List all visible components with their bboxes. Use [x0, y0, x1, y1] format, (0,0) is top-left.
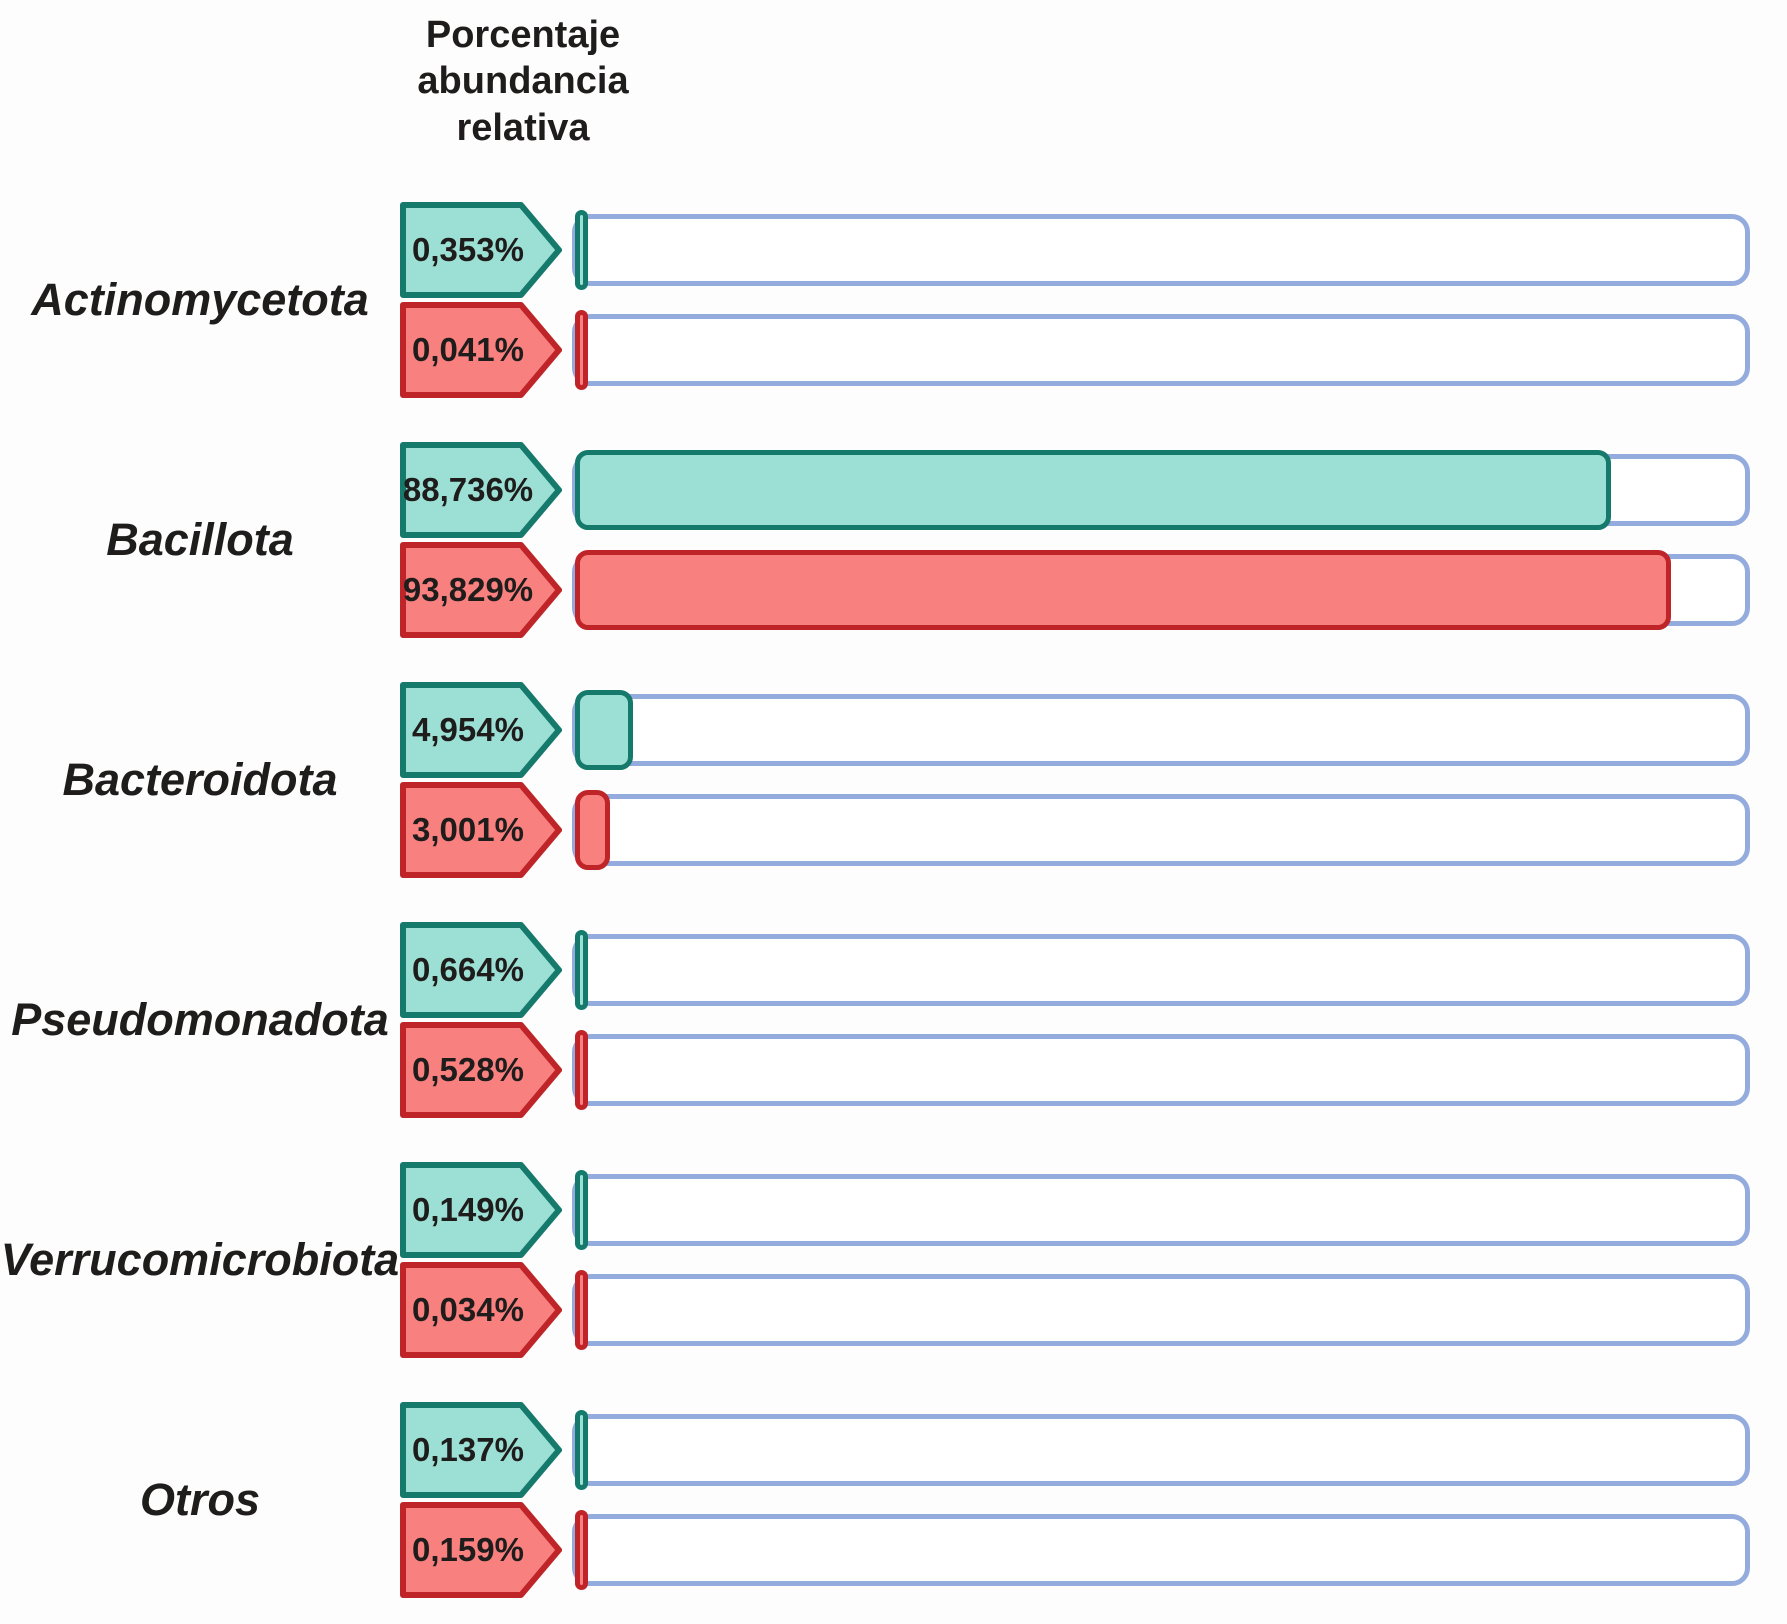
- bar-groups: Actinomycetota 0,353% 0,041%: [0, 202, 1750, 1598]
- value-tag-teal: 4,954%: [400, 682, 562, 778]
- value-tag-teal: 0,664%: [400, 922, 562, 1018]
- value-label: 0,353%: [412, 231, 524, 268]
- group-label-bacillota: Bacillota: [106, 514, 294, 565]
- value-label: 0,137%: [412, 1431, 524, 1468]
- bar-fill: [575, 450, 1612, 530]
- arrow-tag-icon: [400, 1502, 562, 1598]
- value-label: 0,528%: [412, 1051, 524, 1088]
- value-tag-red: 0,034%: [400, 1262, 562, 1358]
- bar-track: [572, 1510, 1750, 1590]
- bar-row-teal: 88,736%: [400, 442, 1750, 538]
- bar-row-red: 0,034%: [400, 1262, 1750, 1358]
- value-label: 88,736%: [402, 471, 534, 508]
- bar-track: [572, 790, 1750, 870]
- bar-track: [572, 550, 1750, 630]
- arrow-tag-icon: [400, 1022, 562, 1118]
- bar-track: [572, 450, 1750, 530]
- arrow-tag-icon: [400, 542, 562, 638]
- group-label-pseudomonadota: Pseudomonadota: [11, 994, 389, 1045]
- bar-fill: [575, 1270, 588, 1350]
- value-tag-teal: 0,137%: [400, 1402, 562, 1498]
- value-label: 4,954%: [412, 711, 524, 748]
- bar-row-teal: 0,137%: [400, 1402, 1750, 1498]
- chart-title: Porcentaje abundancia relativa: [417, 14, 629, 149]
- group-rows: 0,353% 0,041%: [400, 202, 1750, 398]
- group-rows: 88,736% 93,829%: [400, 442, 1750, 638]
- bar-row-teal: 0,353%: [400, 202, 1750, 298]
- arrow-tag-icon: [400, 1262, 562, 1358]
- bar-track: [572, 310, 1750, 390]
- value-tag-teal: 0,149%: [400, 1162, 562, 1258]
- value-label: 93,829%: [402, 571, 534, 608]
- arrow-tag-icon: [400, 782, 562, 878]
- group-otros: Otros 0,137% 0,159%: [0, 1402, 1750, 1598]
- group-label-verrucomicrobiota: Verrucomicrobiota: [0, 1234, 400, 1285]
- arrow-tag-icon: [400, 302, 562, 398]
- value-label: 0,149%: [412, 1191, 524, 1228]
- group-rows: 0,137% 0,159%: [400, 1402, 1750, 1598]
- value-tag-red: 0,528%: [400, 1022, 562, 1118]
- value-tag-teal: 0,353%: [400, 202, 562, 298]
- bar-row-red: 93,829%: [400, 542, 1750, 638]
- bar-row-red: 3,001%: [400, 782, 1750, 878]
- value-tag-red: 0,159%: [400, 1502, 562, 1598]
- value-tag-red: 93,829%: [400, 542, 562, 638]
- bar-row-teal: 4,954%: [400, 682, 1750, 778]
- arrow-tag-icon: [400, 1162, 562, 1258]
- value-label: 0,034%: [412, 1291, 524, 1328]
- group-label-bacteroidota: Bacteroidota: [62, 754, 338, 805]
- group-actinomycetota: Actinomycetota 0,353% 0,041%: [0, 202, 1750, 398]
- group-rows: 0,149% 0,034%: [400, 1162, 1750, 1358]
- arrow-tag-icon: [400, 1402, 562, 1498]
- bar-row-red: 0,041%: [400, 302, 1750, 398]
- group-label-otros: Otros: [139, 1474, 260, 1525]
- bar-fill: [575, 690, 633, 770]
- group-bacteroidota: Bacteroidota 4,954% 3,001%: [0, 682, 1750, 878]
- value-label: 0,159%: [412, 1531, 524, 1568]
- bar-track: [572, 1170, 1750, 1250]
- value-tag-red: 3,001%: [400, 782, 562, 878]
- bar-track: [572, 1030, 1750, 1110]
- arrow-tag-icon: [400, 202, 562, 298]
- value-label: 0,041%: [412, 331, 524, 368]
- bar-row-red: 0,528%: [400, 1022, 1750, 1118]
- bar-fill: [575, 210, 588, 290]
- group-rows: 4,954% 3,001%: [400, 682, 1750, 878]
- bar-track: [572, 1270, 1750, 1350]
- bar-fill: [575, 310, 588, 390]
- bar-fill: [575, 790, 611, 870]
- group-bacillota: Bacillota 88,736% 93,829%: [0, 442, 1750, 638]
- value-label: 0,664%: [412, 951, 524, 988]
- bar-row-red: 0,159%: [400, 1502, 1750, 1598]
- arrow-tag-icon: [400, 682, 562, 778]
- bar-fill: [575, 550, 1671, 630]
- bar-fill: [575, 1510, 588, 1590]
- value-tag-teal: 88,736%: [400, 442, 562, 538]
- arrow-tag-icon: [400, 922, 562, 1018]
- group-label-actinomycetota: Actinomycetota: [31, 274, 369, 325]
- arrow-tag-icon: [400, 442, 562, 538]
- group-verrucomicrobiota: Verrucomicrobiota 0,149% 0,034%: [0, 1162, 1750, 1358]
- value-label: 3,001%: [412, 811, 524, 848]
- bar-row-teal: 0,664%: [400, 922, 1750, 1018]
- bar-fill: [575, 930, 588, 1010]
- bar-row-teal: 0,149%: [400, 1162, 1750, 1258]
- bar-fill: [575, 1410, 588, 1490]
- bar-track: [572, 930, 1750, 1010]
- bar-track: [572, 1410, 1750, 1490]
- bar-fill: [575, 1030, 588, 1110]
- bar-track: [572, 210, 1750, 290]
- value-tag-red: 0,041%: [400, 302, 562, 398]
- group-pseudomonadota: Pseudomonadota 0,664% 0,528%: [0, 922, 1750, 1118]
- group-rows: 0,664% 0,528%: [400, 922, 1750, 1118]
- bar-fill: [575, 1170, 588, 1250]
- bar-track: [572, 690, 1750, 770]
